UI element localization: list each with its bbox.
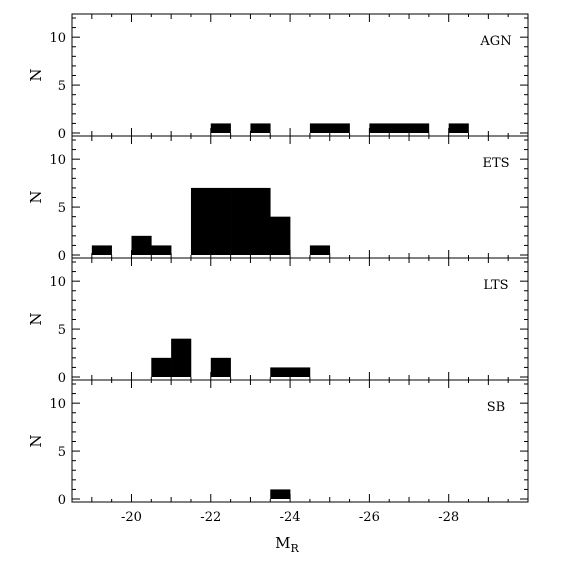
panel-ets: 0 5 10 N ETS: [27, 135, 529, 264]
histogram-bar: [329, 123, 350, 133]
histogram-bar: [270, 489, 291, 499]
y-tick-label: 5: [58, 79, 66, 94]
y-tick-label: 5: [58, 323, 66, 338]
y-axis-label: N: [27, 190, 45, 203]
histogram-bar: [309, 123, 331, 133]
x-tick-label: -26: [359, 510, 380, 525]
y-tick-label: 10: [49, 397, 66, 412]
y-tick-label: 10: [49, 31, 66, 46]
histogram-bar: [210, 187, 231, 255]
histogram-bar: [151, 357, 172, 377]
y-tick-label: 0: [58, 493, 66, 508]
histogram-bar: [171, 338, 192, 377]
panel-agn: 0 5 10 N AGN: [27, 13, 529, 142]
y-axis-label: N: [27, 434, 45, 447]
x-tick-label: -28: [438, 510, 459, 525]
x-axis-label-main: M: [275, 534, 290, 552]
histogram-bar: [309, 245, 331, 255]
panels-group: 0 5 10 N AGN 0 5 10 N ETS 0 5 10 N LTS 0 5 10 N SB -20 -22 -24…: [27, 13, 529, 525]
panel-sb: 0 5 10 N SB -20 -22 -24 -26 -28: [27, 379, 529, 525]
y-axis-label: N: [27, 312, 45, 325]
histogram-bar: [91, 245, 112, 255]
histogram-bar: [190, 187, 212, 255]
y-tick-label: 0: [58, 371, 66, 386]
y-tick-label: 10: [49, 153, 66, 168]
y-tick-label: 5: [58, 201, 66, 216]
y-tick-label: 0: [58, 127, 66, 142]
panel-label: AGN: [479, 34, 511, 49]
histogram-bar: [448, 123, 469, 133]
x-tick-label: -24: [280, 510, 301, 525]
panel-frame: [71, 257, 529, 381]
histogram-bar: [389, 123, 410, 133]
y-axis-label: N: [27, 68, 45, 81]
x-axis-label: MR: [275, 534, 299, 555]
histogram-bar: [230, 187, 251, 255]
panel-lts: 0 5 10 N LTS: [27, 257, 529, 386]
histogram-bar: [210, 123, 231, 133]
histogram-bar: [290, 367, 311, 377]
histogram-bar: [210, 357, 231, 377]
panel-label: ETS: [482, 156, 509, 171]
y-tick-label: 10: [49, 275, 66, 290]
histogram-bar: [131, 235, 152, 255]
histogram-bar: [369, 123, 390, 133]
x-tick-label: -22: [200, 510, 221, 525]
y-tick-label: 0: [58, 249, 66, 264]
histogram-bar: [151, 245, 172, 255]
histogram-bar: [250, 123, 271, 133]
x-axis-label-subscript: R: [291, 542, 300, 555]
histogram-bar: [270, 216, 291, 255]
histogram-bar: [250, 187, 271, 255]
histogram-bar: [270, 367, 291, 377]
panel-frame: [71, 379, 529, 503]
x-tick-label: -20: [121, 510, 142, 525]
panel-label: LTS: [483, 278, 508, 293]
histogram-bar: [409, 123, 430, 133]
panel-frame: [71, 13, 529, 137]
y-tick-label: 5: [58, 445, 66, 460]
panel-label: SB: [487, 400, 505, 415]
